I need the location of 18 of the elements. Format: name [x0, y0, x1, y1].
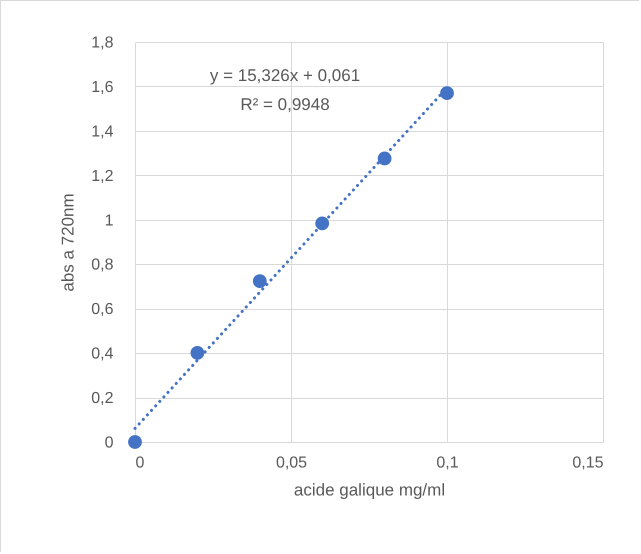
y-tick-label: 0,6 — [91, 301, 114, 318]
y-tick-label: 0 — [104, 434, 114, 452]
x-tick-label: 0,15 — [572, 454, 604, 472]
annotation: y = 15,326x + 0,061 — [210, 66, 360, 85]
x-tick-label: 0 — [136, 454, 144, 472]
y-tick-label: 1,4 — [91, 123, 114, 140]
y-tick-label: 0,2 — [91, 390, 114, 408]
x-axis-title: acide galique mg/ml — [294, 480, 446, 500]
y-tick-label: 1 — [104, 212, 114, 230]
y-tick-label: 0,8 — [91, 256, 114, 274]
y-tick-label: 0,4 — [91, 346, 114, 363]
x-tick-label: 0,1 — [436, 454, 459, 472]
y-axis-title: abs a 720nm — [58, 193, 78, 292]
annotation: R² = 0,9948 — [240, 95, 330, 114]
y-tick-label: 1,2 — [91, 168, 114, 185]
y-tick-label: 1,6 — [91, 78, 114, 96]
x-tick-label: 0,05 — [276, 454, 308, 472]
y-tick-label: 1,8 — [91, 34, 114, 52]
